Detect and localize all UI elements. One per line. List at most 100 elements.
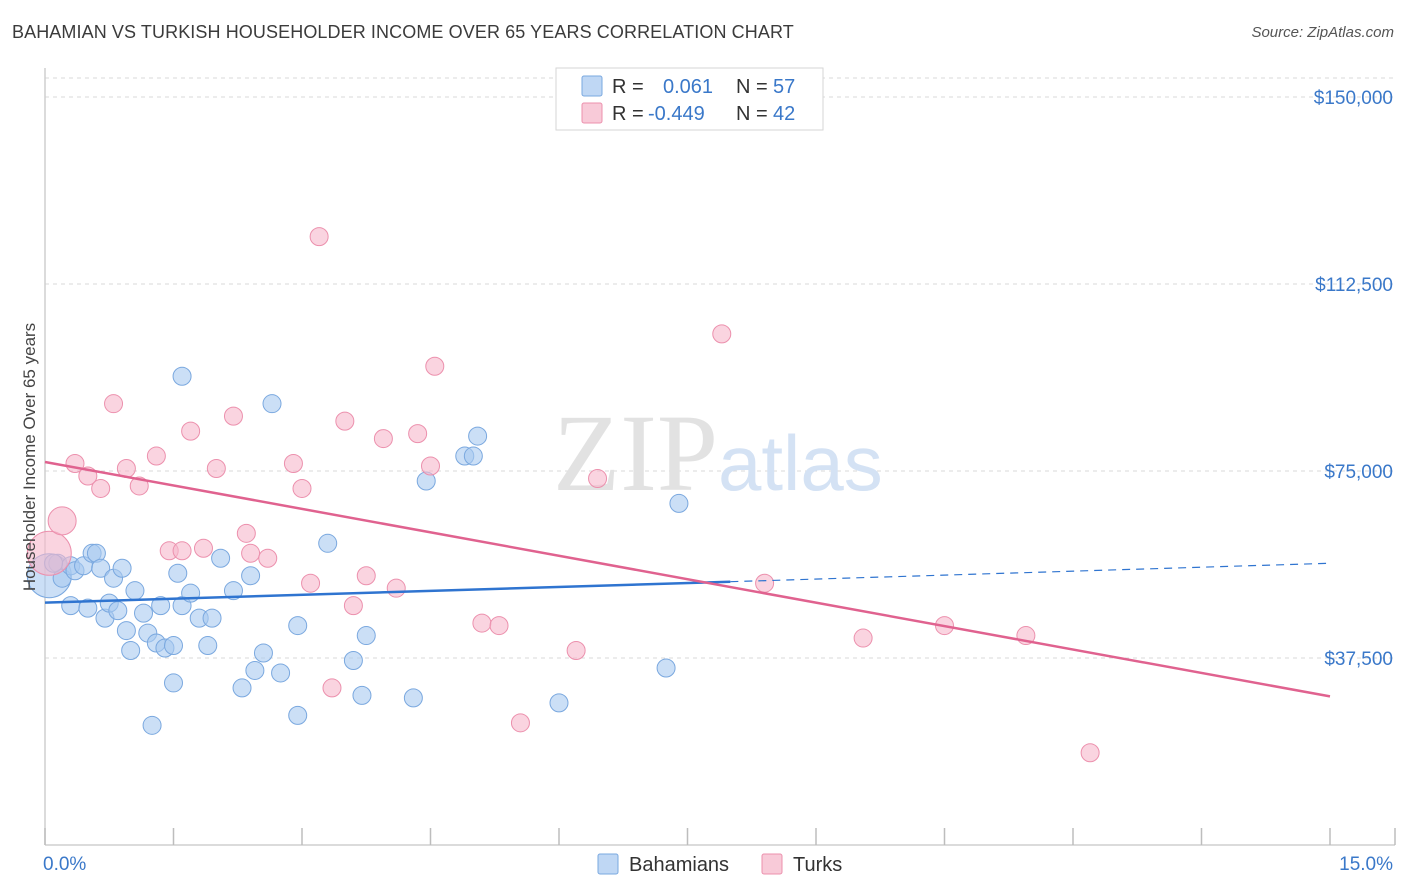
bahamian-point [198,636,218,656]
turk-point [193,538,213,558]
turk-point [566,641,586,661]
legend-n-label-turks: N = [736,103,768,125]
turk-point [258,548,278,568]
legend-n-label-bahamians: N = [736,76,768,98]
bahamian-point [232,678,252,698]
turk-point [755,573,775,593]
bahamian-point [343,650,363,670]
turk-point [588,468,608,488]
turk-point [223,406,243,426]
bahamian-point [78,598,98,618]
turk-point [301,573,321,593]
bahamian-point [253,643,273,663]
bahamian-point [151,596,171,616]
turk-point [236,523,256,543]
turk-point [425,356,445,376]
bahamian-point [468,426,488,446]
stats-legend: R = 0.061 N = 57 R = -0.449 N = 42 [555,67,824,131]
chart-title: BAHAMIAN VS TURKISH HOUSEHOLDER INCOME O… [12,22,794,42]
bahamian-point [352,685,372,705]
bahamian-point [318,533,338,553]
bahamian-trend-extension [730,562,1331,583]
turk-point [853,628,873,648]
turk-point [129,476,149,496]
bahamian-point [356,626,376,646]
turk-point [309,227,329,247]
legend-r-value-turks: -0.449 [648,103,705,125]
bahamian-point [121,641,141,661]
bahamian-point [288,705,308,725]
bahamian-point [403,688,423,708]
y-tick-label: $112,500 [1315,275,1393,296]
legend-r-label-bahamians: R = [612,76,644,98]
y-tick-label: $37,500 [1324,649,1393,670]
bahamian-point [262,394,282,414]
bahamian-point [271,663,291,683]
turk-point [47,506,77,536]
turk-point [472,613,492,633]
turk-point [91,478,111,498]
y-tick-label: $75,000 [1324,462,1393,483]
bahamian-point [134,603,154,623]
bahamian-point [164,673,183,693]
bottom-legend-swatch-turks [761,853,783,875]
turk-point [1080,743,1100,763]
turk-point [510,713,530,733]
turk-point [241,543,261,563]
bottom-legend-label-bahamians: Bahamians [629,854,729,876]
x-tick-label: 0.0% [43,854,86,875]
turk-point [283,454,303,474]
legend-swatch-bahamians [581,75,603,97]
turk-point [386,578,406,598]
y-tick-labels: $37,500 $75,000 $112,500 $150,000 [1314,88,1393,670]
y-axis-label: Householder Income Over 65 years [20,323,39,591]
bottom-legend-label-turks: Turks [793,854,842,876]
y-tick-label: $150,000 [1314,88,1393,109]
turk-point [356,566,376,586]
turk-point [181,421,201,441]
axes [44,68,1396,846]
turk-point [343,596,363,616]
turk-point [206,459,226,479]
turk-trend-line [44,460,1331,698]
bahamian-point [463,446,483,466]
watermark-zip: ZIP [553,392,718,514]
turk-point [146,446,166,466]
turk-point [489,616,509,636]
legend-r-value-bahamians: 0.061 [663,76,713,98]
chart-source: Source: ZipAtlas.com [1251,24,1394,41]
turk-point [26,530,72,576]
bahamian-trend-line [44,580,731,604]
bahamian-point [241,566,261,586]
bahamian-point [288,616,308,636]
bahamian-point [549,693,569,713]
bahamian-point [211,548,231,568]
bottom-legend-swatch-bahamians [597,853,619,875]
x-tick-label: 15.0% [1339,854,1393,875]
turk-point [292,478,312,498]
watermark-atlas: atlas [718,419,883,507]
bahamian-point [142,715,162,735]
turk-point [172,541,192,561]
legend-swatch-turks [581,102,603,124]
turk-point [335,411,355,431]
bahamian-point [91,558,111,578]
x-tick-labels: 0.0% 15.0% [43,854,1393,875]
turk-point [373,429,393,449]
bahamian-point [669,493,689,513]
bahamian-point [202,608,222,628]
bahamian-point [656,658,676,678]
turk-point [421,456,440,476]
bahamian-point [61,596,81,616]
legend-n-value-turks: 42 [773,103,795,125]
turk-point [104,394,124,414]
bahamian-point [245,660,265,680]
legend-n-value-bahamians: 57 [773,76,795,98]
bahamian-point [168,563,188,583]
series-legend: Bahamians Turks [597,853,842,876]
bahamian-point [108,601,128,621]
bahamian-point [116,621,136,641]
bahamian-point [112,558,132,578]
trend-lines [44,460,1331,698]
